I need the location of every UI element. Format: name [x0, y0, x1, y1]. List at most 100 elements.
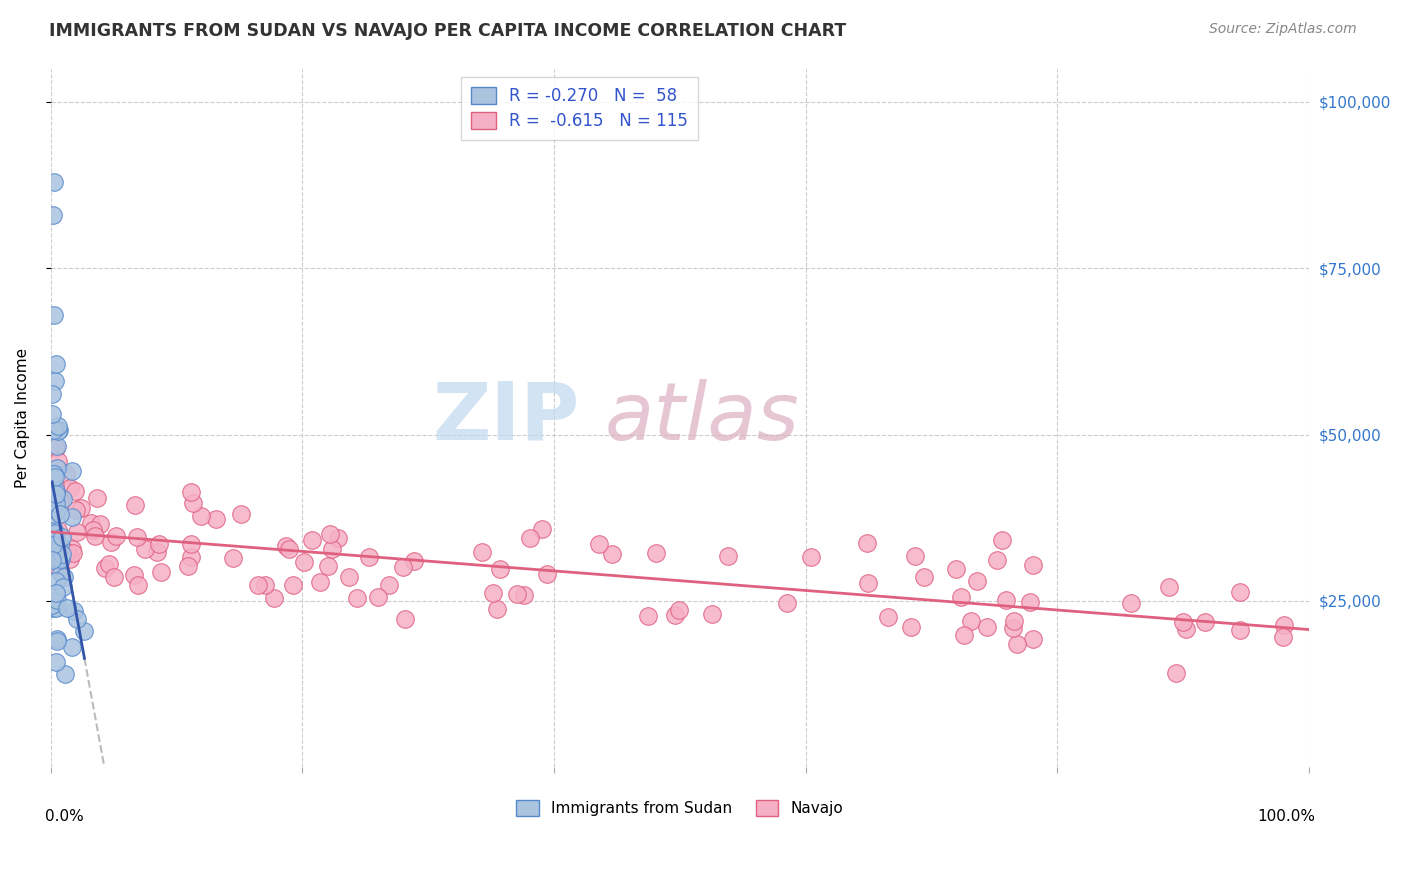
Point: [41, 553, 63, 567]
Point: [46, 633, 69, 648]
Point: [56, 545, 79, 559]
Point: [44, 479, 66, 493]
Point: [505, 587, 527, 601]
Point: [41, 598, 63, 612]
Text: 0.0%: 0.0%: [45, 809, 83, 824]
Point: [48, 424, 70, 438]
Point: [391, 560, 413, 574]
Point: [46, 632, 69, 646]
Point: [301, 533, 323, 547]
Point: [800, 549, 823, 564]
Point: [321, 542, 343, 557]
Point: [309, 575, 332, 590]
Point: [42, 467, 65, 482]
Point: [66, 612, 89, 626]
Point: [44, 490, 66, 504]
Point: [134, 541, 156, 556]
Point: [44, 175, 66, 189]
Point: [485, 602, 508, 616]
Point: [41, 538, 63, 552]
Point: [46, 504, 69, 518]
Point: [292, 555, 315, 569]
Point: [52, 580, 75, 594]
Point: [205, 512, 228, 526]
Point: [991, 533, 1014, 548]
Point: [668, 603, 690, 617]
Point: [148, 537, 170, 551]
Point: [45, 484, 67, 499]
Point: [536, 566, 558, 581]
Text: IMMIGRANTS FROM SUDAN VS NAVAJO PER CAPITA INCOME CORRELATION CHART: IMMIGRANTS FROM SUDAN VS NAVAJO PER CAPI…: [49, 22, 846, 40]
Point: [79, 516, 101, 531]
Point: [49, 538, 72, 552]
Point: [125, 530, 148, 544]
Point: [45, 559, 67, 574]
Point: [858, 575, 880, 590]
Point: [377, 578, 399, 592]
Point: [876, 610, 898, 624]
Point: [1157, 580, 1180, 594]
Point: [45, 441, 67, 455]
Point: [1022, 632, 1045, 647]
Point: [960, 614, 983, 628]
Point: [700, 607, 723, 621]
Point: [246, 578, 269, 592]
Text: ZIP: ZIP: [432, 379, 579, 457]
Point: [51, 547, 73, 561]
Point: [45, 601, 67, 615]
Point: [190, 508, 212, 523]
Point: [45, 439, 67, 453]
Point: [97, 557, 120, 571]
Point: [177, 559, 200, 574]
Point: [45, 495, 67, 509]
Point: [952, 627, 974, 641]
Point: [48, 454, 70, 468]
Point: [1171, 615, 1194, 629]
Point: [124, 499, 146, 513]
Text: 100.0%: 100.0%: [1257, 809, 1315, 824]
Point: [44, 534, 66, 549]
Point: [404, 554, 426, 568]
Point: [46, 551, 69, 566]
Point: [44, 357, 66, 371]
Point: [519, 532, 541, 546]
Point: [1164, 666, 1187, 681]
Point: [1174, 622, 1197, 636]
Point: [44, 525, 66, 540]
Point: [471, 545, 494, 559]
Point: [45, 460, 67, 475]
Point: [1002, 615, 1025, 629]
Point: [146, 545, 169, 559]
Point: [900, 620, 922, 634]
Point: [367, 590, 389, 604]
Point: [60, 640, 83, 654]
Point: [59, 481, 82, 495]
Point: [44, 374, 66, 388]
Point: [86, 491, 108, 505]
Point: [489, 562, 512, 576]
Point: [42, 507, 65, 521]
Point: [45, 574, 67, 588]
Point: [904, 549, 927, 563]
Point: [346, 591, 368, 605]
Point: [588, 537, 610, 551]
Point: [1018, 595, 1040, 609]
Point: [105, 528, 128, 542]
Point: [775, 596, 797, 610]
Point: [359, 549, 381, 564]
Point: [49, 566, 72, 581]
Point: [52, 492, 75, 507]
Point: [103, 570, 125, 584]
Point: [42, 523, 65, 537]
Point: [966, 574, 988, 588]
Point: [1119, 596, 1142, 610]
Point: [70, 500, 93, 515]
Point: [73, 624, 96, 638]
Point: [62, 546, 84, 560]
Point: [63, 483, 86, 498]
Point: [253, 578, 276, 592]
Point: [89, 516, 111, 531]
Point: [1194, 615, 1216, 630]
Point: [60, 464, 83, 478]
Point: [318, 527, 340, 541]
